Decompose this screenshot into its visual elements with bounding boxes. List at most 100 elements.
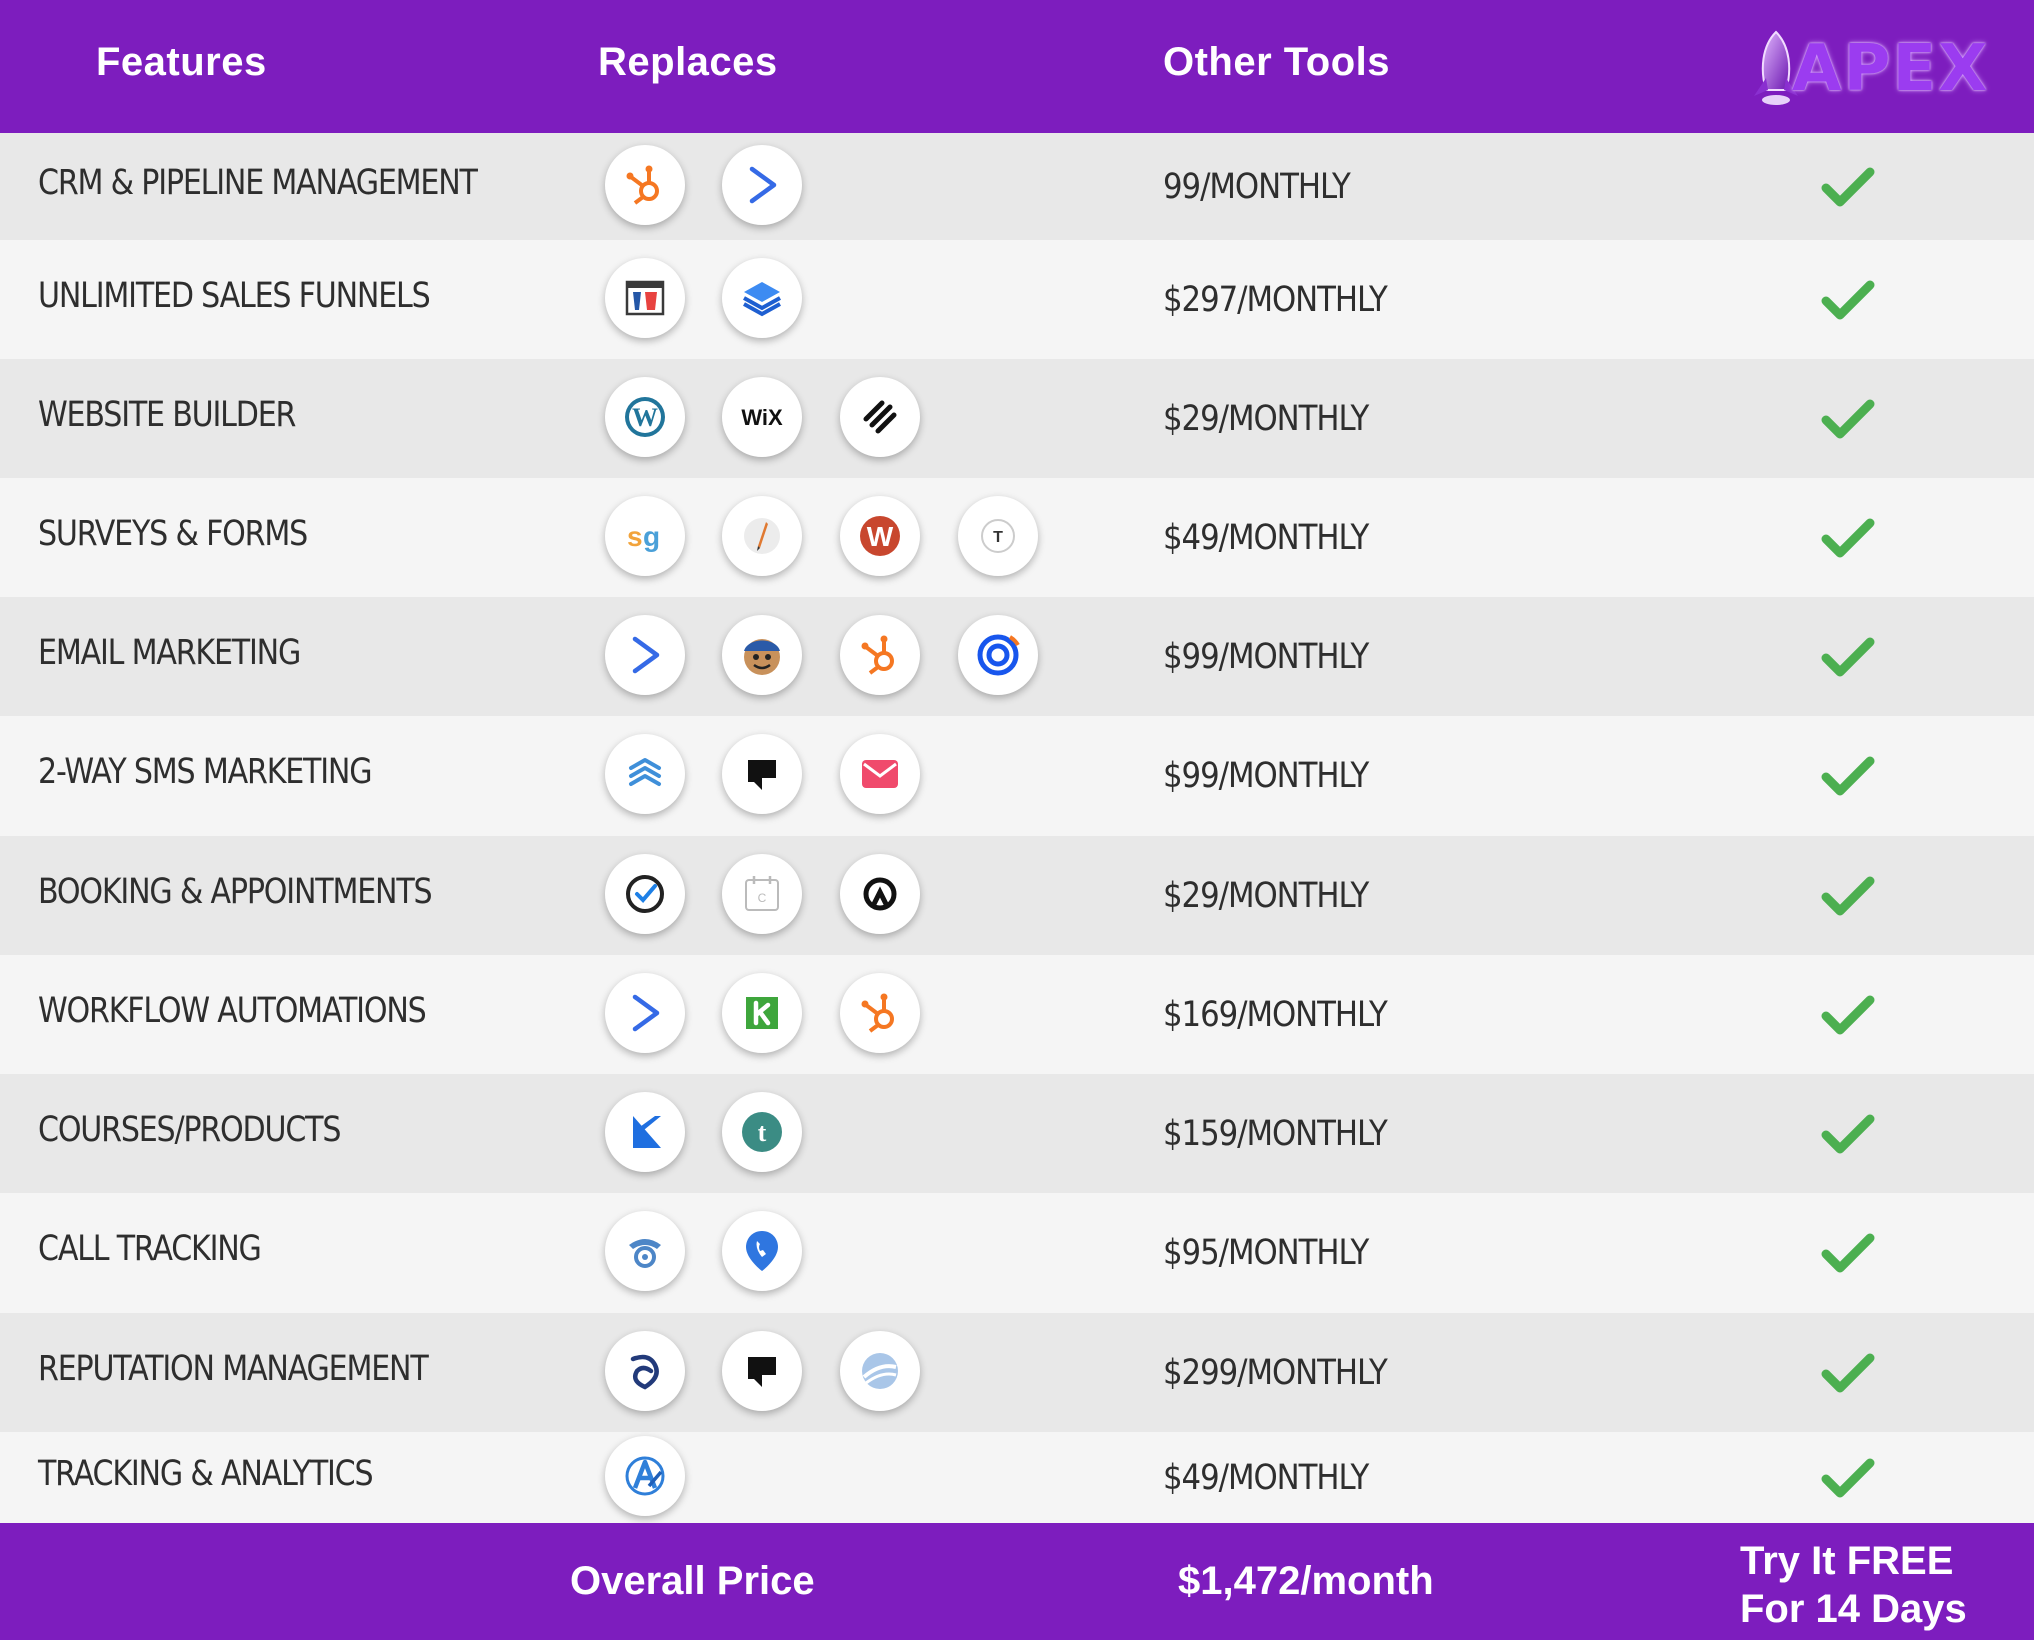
birdeye-icon <box>605 1331 685 1411</box>
included-check-icon <box>1820 634 1876 680</box>
feature-name: CALL TRACKING <box>38 1229 262 1269</box>
included-check-icon <box>1820 1455 1876 1501</box>
feature-name: TRACKING & ANALYTICS <box>38 1454 374 1494</box>
cta-line-2: For 14 Days <box>1740 1587 1967 1631</box>
table-row: CALL TRACKING $95/MONTHLY <box>0 1193 2034 1313</box>
included-check-icon <box>1820 396 1876 442</box>
included-check-icon <box>1820 1111 1876 1157</box>
included-check-icon <box>1820 992 1876 1038</box>
table-row: TRACKING & ANALYTICS $49/MONTHLY <box>0 1432 2034 1523</box>
hubspot-icon <box>840 615 920 695</box>
logo-text: APEX <box>1792 32 1990 106</box>
other-tools-price: $99/MONTHLY <box>1163 756 1369 796</box>
stacks-icon <box>605 734 685 814</box>
hubspot-icon <box>840 973 920 1053</box>
keap-icon <box>722 973 802 1053</box>
table-row: CRM & PIPELINE MANAGEMENT 99/MONTHLY <box>0 133 2034 240</box>
apex-logo: APEX <box>1740 28 1988 110</box>
included-check-icon <box>1820 1350 1876 1396</box>
other-tools-price: $159/MONTHLY <box>1163 1114 1388 1154</box>
included-check-icon <box>1820 1230 1876 1276</box>
wix-icon: WiX <box>722 377 802 457</box>
podium-icon <box>722 734 802 814</box>
feature-name: EMAIL MARKETING <box>38 633 301 673</box>
svg-text:W: W <box>632 403 658 432</box>
table-row: SURVEYS & FORMS s g W T $49/MONTHLY <box>0 478 2034 597</box>
feature-name: CRM & PIPELINE MANAGEMENT <box>38 163 478 203</box>
constantcontact-icon <box>958 615 1038 695</box>
free-trial-button[interactable]: Try It FREE For 14 Days <box>1740 1537 1967 1633</box>
other-tools-price: $297/MONTHLY <box>1163 280 1388 320</box>
mailchimp-icon <box>722 615 802 695</box>
overall-price-label: Overall Price <box>570 1559 815 1603</box>
included-check-icon <box>1820 873 1876 919</box>
other-tools-price: $29/MONTHLY <box>1163 876 1369 916</box>
svg-text:T: T <box>993 529 1003 546</box>
clickfunnels-icon <box>605 258 685 338</box>
swirl-icon <box>840 1331 920 1411</box>
other-tools-price: $49/MONTHLY <box>1163 518 1369 558</box>
table-row: WEBSITE BUILDER W WiX $29/MONTHLY <box>0 359 2034 478</box>
replaces-column-header: Replaces <box>598 40 778 84</box>
hubspot-icon <box>605 145 685 225</box>
svg-text:g: g <box>643 521 660 552</box>
other-tools-price: $99/MONTHLY <box>1163 637 1369 677</box>
check-circle-icon <box>605 854 685 934</box>
comparison-table: CRM & PIPELINE MANAGEMENT 99/MONTHLY UNLIM… <box>0 133 2034 1523</box>
other-tools-price: $299/MONTHLY <box>1163 1353 1388 1393</box>
feature-name: COURSES/PRODUCTS <box>38 1110 341 1150</box>
feature-name: 2-WAY SMS MARKETING <box>38 752 373 792</box>
included-check-icon <box>1820 753 1876 799</box>
activecampaign-icon <box>722 145 802 225</box>
included-check-icon <box>1820 164 1876 210</box>
rocket-icon <box>1754 30 1798 105</box>
feature-name: REPUTATION MANAGEMENT <box>38 1349 429 1389</box>
table-row: COURSES/PRODUCTS t $159/MONTHLY <box>0 1074 2034 1193</box>
map-pin-phone-icon <box>722 1211 802 1291</box>
table-footer: Overall Price $1,472/month Try It FREE F… <box>0 1523 2034 1640</box>
analytics-icon <box>605 1436 685 1516</box>
table-row: 2-WAY SMS MARKETING $99/MONTHLY <box>0 716 2034 836</box>
table-row: BOOKING & APPOINTMENTS C $29/MONTHLY <box>0 836 2034 955</box>
table-row: UNLIMITED SALES FUNNELS $297/MONTHLY <box>0 240 2034 359</box>
other-tools-column-header: Other Tools <box>1163 40 1390 84</box>
features-column-header: Features <box>96 40 267 84</box>
included-check-icon <box>1820 515 1876 561</box>
svg-text:s: s <box>627 521 643 552</box>
table-header: Features Replaces Other Tools APEX <box>0 0 2034 133</box>
feature-name: SURVEYS & FORMS <box>38 514 308 554</box>
included-check-icon <box>1820 277 1876 323</box>
table-row: WORKFLOW AUTOMATIONS $169/MONTHLY <box>0 955 2034 1074</box>
calendar-icon: C <box>722 854 802 934</box>
cta-line-1: Try It FREE <box>1740 1539 1954 1583</box>
other-tools-price: $169/MONTHLY <box>1163 995 1388 1035</box>
feature-name: WEBSITE BUILDER <box>38 395 296 435</box>
envelope-icon <box>840 734 920 814</box>
activecampaign-icon <box>605 973 685 1053</box>
svg-text:W: W <box>867 521 894 552</box>
other-tools-price: $95/MONTHLY <box>1163 1233 1369 1273</box>
feature-name: UNLIMITED SALES FUNNELS <box>38 276 431 316</box>
svg-text:t: t <box>758 1118 767 1147</box>
other-tools-price: $29/MONTHLY <box>1163 399 1369 439</box>
overall-price-total: $1,472/month <box>1178 1559 1434 1603</box>
other-tools-price: $49/MONTHLY <box>1163 1458 1369 1498</box>
acuity-icon <box>840 854 920 934</box>
typeform-icon: T <box>958 496 1038 576</box>
feature-name: BOOKING & APPOINTMENTS <box>38 872 433 912</box>
other-tools-price: 99/MONTHLY <box>1163 167 1351 207</box>
phone-icon <box>605 1211 685 1291</box>
podium-icon <box>722 1331 802 1411</box>
teachable-icon: t <box>722 1092 802 1172</box>
kajabi-icon <box>605 1092 685 1172</box>
table-row: EMAIL MARKETING $99/MONTHLY <box>0 597 2034 716</box>
wufoo-icon: W <box>840 496 920 576</box>
activecampaign-icon <box>605 615 685 695</box>
pen-icon <box>722 496 802 576</box>
squarespace-icon <box>840 377 920 457</box>
wordpress-icon: W <box>605 377 685 457</box>
leadpages-icon <box>722 258 802 338</box>
table-row: REPUTATION MANAGEMENT $299/MONTHLY <box>0 1313 2034 1432</box>
feature-name: WORKFLOW AUTOMATIONS <box>38 991 427 1031</box>
